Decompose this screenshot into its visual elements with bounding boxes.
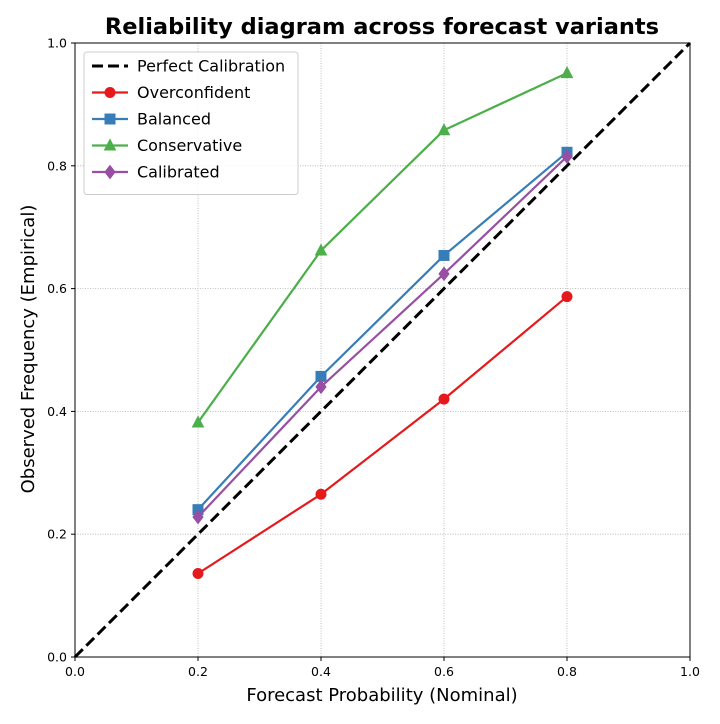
legend-label: Balanced [137, 110, 211, 129]
perfect-calibration-line [73, 41, 692, 659]
legend-entry-balanced: Balanced [92, 110, 211, 129]
data-point-calibrated [561, 149, 573, 164]
legend-marker [104, 87, 116, 98]
y-tick-label: 0.4 [47, 404, 67, 419]
series-line-balanced [197, 151, 568, 511]
tick-layer: 0.0 0.2 0.4 0.6 0.8 1.0 0.0 0.2 0.4 0.6 0.8 1.0 [47, 36, 700, 680]
x-tick-label: 1.0 [680, 664, 700, 679]
legend: Perfect Calibration Overconfident Balanced… [83, 51, 299, 195]
series-layer [191, 66, 574, 579]
x-axis-label: Forecast Probability (Nominal) [246, 685, 517, 706]
legend-label: Conservative [137, 136, 242, 155]
plot-frame [74, 42, 691, 658]
data-point-calibrated [192, 509, 204, 525]
series-line-calibrated [197, 155, 568, 518]
series-line-overconfident [197, 295, 568, 575]
data-point-overconfident [561, 291, 573, 303]
series-calibrated [192, 149, 573, 525]
y-tick-label: 0.0 [47, 650, 67, 665]
series-line-conservative [197, 72, 568, 424]
legend-entry-perfect-calibration: Perfect Calibration [92, 57, 285, 76]
y-tick-label: 1.0 [47, 36, 67, 51]
legend-box [83, 51, 299, 195]
x-tick-label: 0.2 [188, 664, 208, 679]
y-tick-label: 0.8 [47, 158, 67, 173]
data-point-calibrated [315, 379, 327, 395]
data-point-conservative [191, 415, 205, 428]
legend-label: Calibrated [137, 163, 220, 182]
y-tick-label: 0.6 [47, 281, 67, 296]
x-tick-label: 0.8 [557, 664, 577, 679]
legend-entry-overconfident: Overconfident [92, 83, 250, 102]
data-point-calibrated [438, 266, 450, 282]
data-point-overconfident [192, 567, 204, 579]
legend-marker [104, 113, 116, 125]
y-axis-label: Observed Frequency (Empirical) [18, 205, 39, 494]
series-overconfident [192, 291, 573, 579]
chart-title: Reliability diagram across forecast vari… [105, 14, 659, 40]
legend-marker [104, 164, 116, 180]
data-point-conservative [314, 243, 328, 256]
x-tick-label: 0.6 [434, 664, 454, 679]
data-point-overconfident [438, 393, 450, 405]
data-point-balanced [438, 249, 450, 261]
data-point-conservative [437, 123, 451, 136]
legend-entry-calibrated: Calibrated [92, 163, 220, 182]
y-tick-label: 0.2 [47, 527, 67, 542]
series-conservative [191, 66, 574, 428]
data-point-conservative [560, 66, 574, 79]
legend-entry-conservative: Conservative [92, 136, 242, 155]
legend-label: Overconfident [137, 83, 250, 102]
data-point-overconfident [315, 488, 327, 500]
legend-marker [103, 138, 117, 151]
x-tick-label: 0.0 [65, 664, 85, 679]
legend-label: Perfect Calibration [137, 57, 285, 76]
x-tick-label: 0.4 [311, 664, 331, 679]
reference-layer [73, 41, 692, 659]
